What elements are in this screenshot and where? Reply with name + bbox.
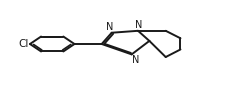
Text: N: N (135, 20, 142, 30)
Text: N: N (132, 55, 139, 65)
Text: Cl: Cl (18, 39, 29, 49)
Text: N: N (106, 22, 114, 32)
